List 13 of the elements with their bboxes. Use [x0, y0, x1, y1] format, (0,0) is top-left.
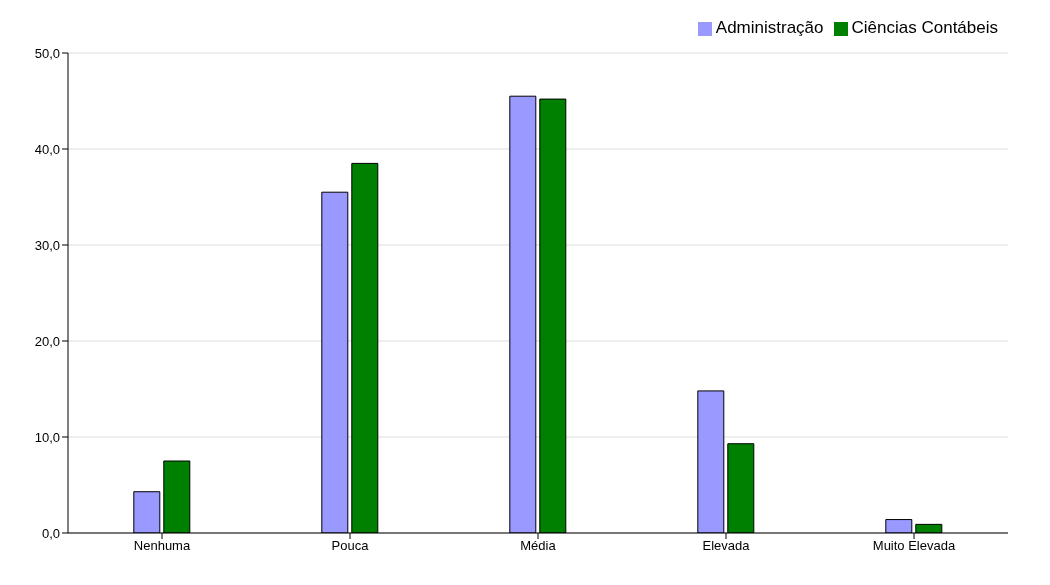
y-tick-label: 30,0 — [34, 237, 60, 253]
x-tick-label: Pouca — [331, 538, 370, 554]
y-tick-label: 20,0 — [34, 333, 60, 349]
legend-label: Administração — [715, 18, 824, 37]
y-tick-label: 0,0 — [41, 525, 60, 541]
x-tick-label: Elevada — [702, 538, 751, 554]
y-tick-label: 50,0 — [34, 45, 60, 61]
legend-label: Ciências Contábeis — [851, 18, 998, 37]
x-tick-label: Nenhuma — [133, 538, 191, 554]
y-tick-label: 10,0 — [34, 429, 60, 445]
x-tick-label: Muito Elevada — [872, 538, 956, 554]
y-tick-label: 40,0 — [34, 141, 60, 157]
x-tick-label: Média — [520, 538, 557, 554]
